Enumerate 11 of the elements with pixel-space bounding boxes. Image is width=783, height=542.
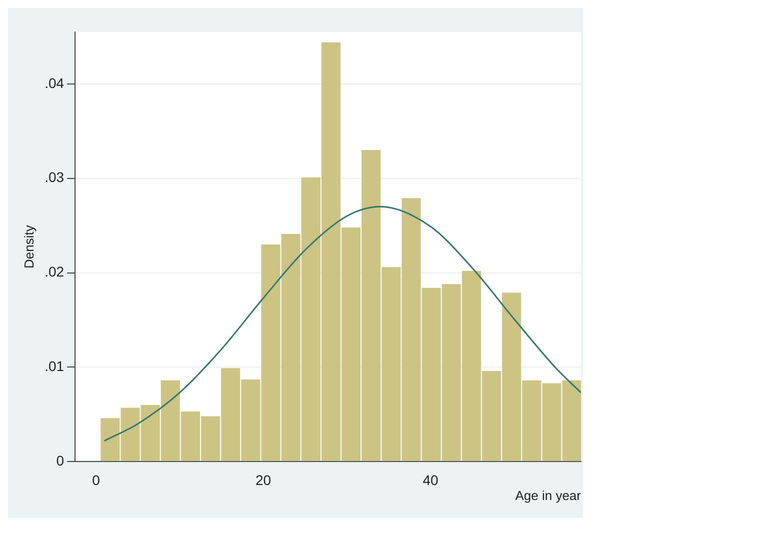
x-axis-title: Age in year — [515, 488, 582, 503]
y-tick-label: .04 — [44, 74, 64, 91]
x-tick-label: 20 — [255, 472, 272, 488]
line-series — [104, 206, 581, 442]
y-tick-label: 0 — [56, 452, 64, 468]
x-tick-label: 0 — [92, 472, 100, 488]
y-axis-title: Density — [21, 224, 36, 268]
y-tick-label: .03 — [44, 169, 64, 186]
y-tick-label: .02 — [44, 264, 64, 280]
y-tick-label: .01 — [44, 358, 64, 374]
x-tick-label: 40 — [422, 472, 438, 488]
